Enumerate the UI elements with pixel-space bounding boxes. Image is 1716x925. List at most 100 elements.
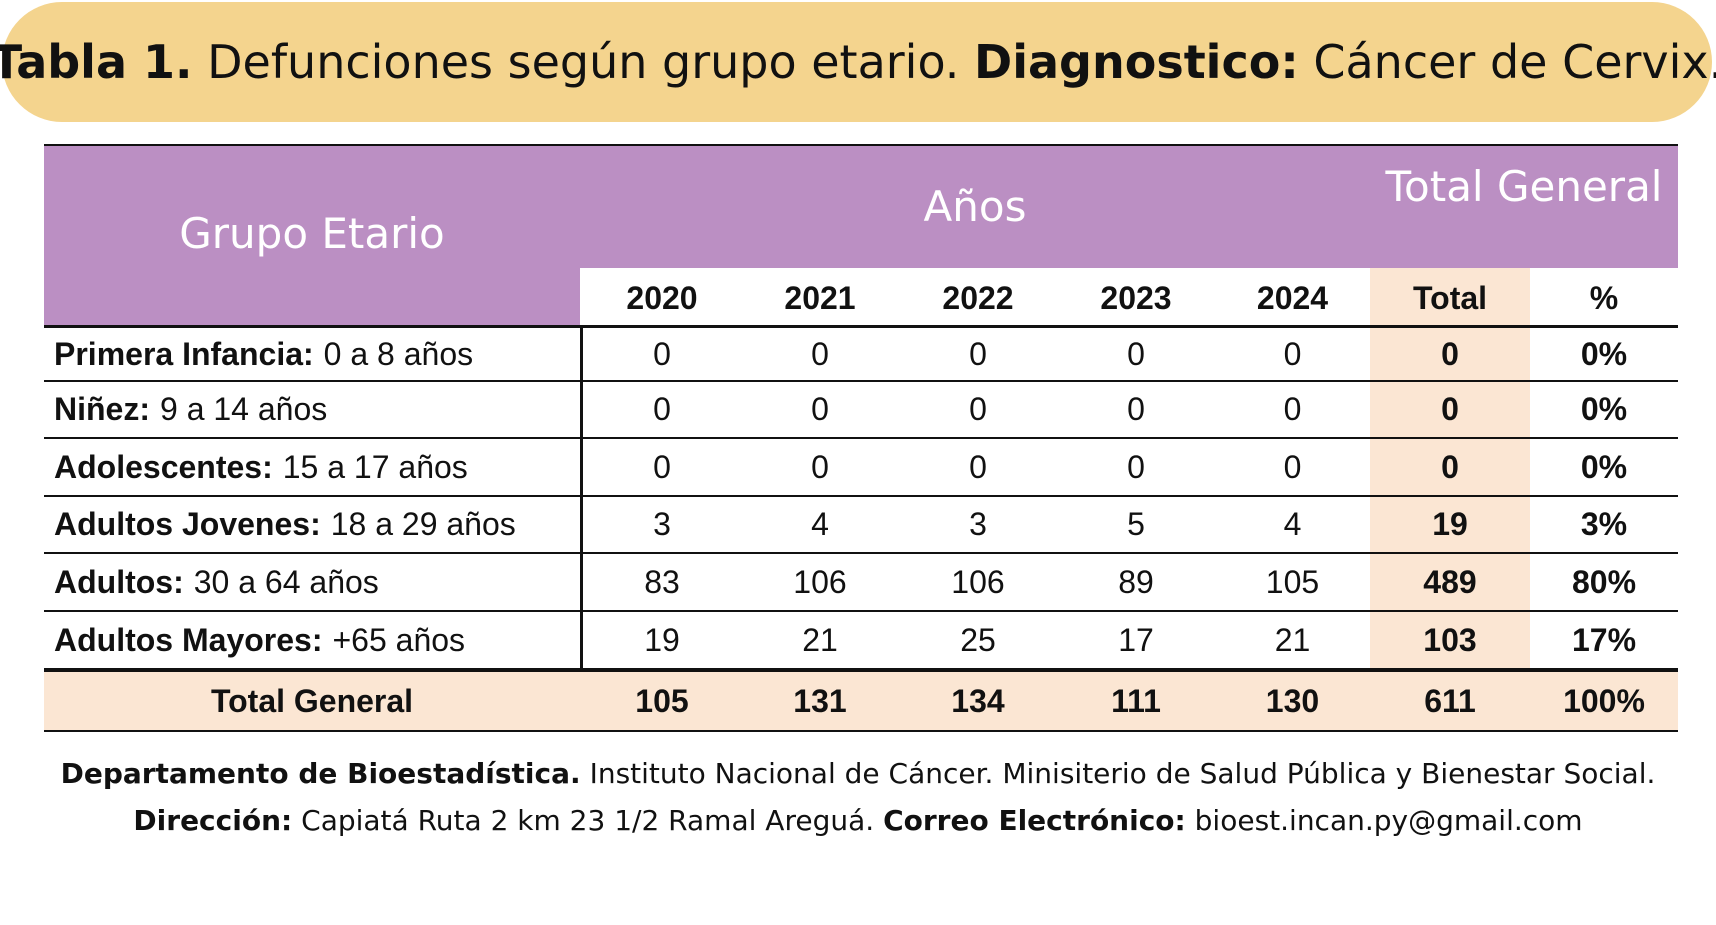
row-divider: [44, 610, 1678, 612]
header-band: [44, 144, 1678, 268]
table-row: Adultos Mayores: +65 años 19 21 25 17 21 103 17%: [44, 612, 1678, 668]
row-divider: [44, 437, 1678, 439]
year-value: 0: [1127, 391, 1145, 427]
row-group-name: Adultos:: [54, 563, 184, 600]
row-percent: 0%: [1580, 391, 1628, 427]
row-age-range: 30 a 64 años: [193, 563, 379, 600]
row-percent: 0%: [1580, 448, 1628, 485]
year-value: 105: [1265, 563, 1320, 600]
group-header-cell: [44, 268, 580, 328]
total-2022: 134: [951, 682, 1005, 719]
year-value: 4: [811, 506, 829, 542]
year-value: 0: [811, 391, 829, 427]
year-value: 0: [1283, 335, 1302, 372]
row-percent: 80%: [1571, 563, 1637, 600]
row-total: 0: [1441, 335, 1459, 372]
year-value: 83: [644, 563, 680, 600]
year-value: 0: [1127, 335, 1145, 372]
year-value: 21: [1274, 621, 1311, 658]
row-age-range: 18 a 29 años: [330, 506, 516, 542]
year-value: 25: [960, 621, 996, 658]
row-divider: [44, 552, 1678, 554]
row-label: Adultos Jovenes: 18 a 29 años: [54, 497, 516, 552]
table-row: Adultos Jovenes: 18 a 29 años 3 4 3 5 4 19 3%: [44, 497, 1678, 552]
year-value: 0: [653, 391, 671, 427]
row-label: Primera Infancia: 0 a 8 años: [54, 328, 473, 380]
year-value: 0: [969, 391, 987, 427]
total-overall: 611: [1424, 682, 1476, 719]
year-header-2022: 2022: [942, 279, 1014, 316]
row-total: 103: [1423, 621, 1477, 658]
year-value: 0: [1283, 448, 1302, 485]
row-label: Adultos Mayores: +65 años: [54, 612, 465, 668]
year-value: 0: [653, 448, 671, 485]
year-value: 0: [1283, 391, 1302, 427]
year-value: 3: [969, 506, 987, 542]
row-divider: [44, 380, 1678, 382]
total-percent: 100%: [1563, 682, 1645, 719]
group-header-label: Grupo Etario: [179, 209, 445, 258]
table-row: Adultos: 30 a 64 años 83 106 106 89 105 489 80%: [44, 554, 1678, 610]
total-general-label: Total General: [210, 682, 414, 719]
row-group-name: Adultos Mayores:: [54, 621, 323, 658]
year-value: 89: [1118, 563, 1154, 600]
year-header-2024: 2024: [1256, 279, 1329, 316]
total-2023: 111: [1111, 682, 1161, 719]
year-value: 106: [951, 563, 1005, 600]
row-label: Adolescentes: 15 a 17 años: [54, 439, 468, 495]
label-column-divider: [580, 328, 583, 670]
row-percent: 3%: [1580, 506, 1628, 542]
row-age-range: +65 años: [332, 621, 466, 658]
total-general-header-label: Total General: [1385, 162, 1663, 211]
total-2024: 130: [1265, 682, 1320, 719]
header-rule: [44, 325, 1678, 328]
row-percent: 17%: [1571, 621, 1637, 658]
year-value: 19: [644, 621, 680, 658]
percent-header: %: [1589, 279, 1619, 316]
title-banner: Tabla 1. Defunciones según grupo etario.…: [0, 2, 1716, 122]
row-age-range: 15 a 17 años: [282, 448, 468, 485]
row-group-name: Niñez:: [54, 391, 150, 427]
row-label: Niñez: 9 a 14 años: [54, 382, 327, 437]
deaths-table: Grupo Etario Años Total General 2020 202…: [44, 144, 1678, 736]
year-value: 0: [653, 335, 671, 372]
footer-line-2: Dirección: Capiatá Ruta 2 km 23 1/2 Rama…: [133, 804, 1583, 837]
row-percent: 0%: [1580, 335, 1628, 372]
table-top-border: [44, 144, 1678, 146]
footer-line-1: Departamento de Bioestadística. Institut…: [60, 757, 1656, 790]
row-age-range: 0 a 8 años: [323, 335, 474, 372]
row-group-name: Primera Infancia:: [54, 335, 314, 372]
year-value: 17: [1118, 621, 1154, 658]
year-value: 0: [811, 335, 829, 372]
total-general-row: Total General 105 131 134 111 130 611 10…: [44, 672, 1678, 730]
year-value: 4: [1283, 506, 1302, 542]
year-value: 0: [811, 448, 829, 485]
year-value: 21: [802, 621, 838, 658]
total-column-highlight: [1370, 268, 1530, 670]
year-value: 3: [653, 506, 671, 542]
title-label: Tabla 1. Defunciones según grupo etario.…: [0, 35, 1716, 89]
year-value: 5: [1127, 506, 1145, 542]
row-total: 19: [1432, 506, 1468, 542]
table-row: Niñez: 9 a 14 años 0 0 0 0 0 0 0%: [44, 382, 1678, 437]
years-header-label: Años: [923, 182, 1027, 231]
row-label: Adultos: 30 a 64 años: [54, 554, 379, 610]
year-value: 0: [1127, 448, 1145, 485]
row-total: 489: [1423, 563, 1477, 600]
year-value: 106: [793, 563, 847, 600]
row-total: 0: [1441, 391, 1459, 427]
row-total: 0: [1441, 448, 1459, 485]
total-rule: [44, 668, 1678, 672]
table-bottom-border: [44, 730, 1678, 732]
year-value: 0: [969, 335, 987, 372]
year-header-2020: 2020: [626, 279, 698, 316]
year-header-2023: 2023: [1100, 279, 1172, 316]
row-group-name: Adolescentes:: [54, 448, 273, 485]
total-2021: 131: [793, 682, 847, 719]
table-row: Adolescentes: 15 a 17 años 0 0 0 0 0 0 0%: [44, 439, 1678, 495]
total-header: Total: [1412, 279, 1488, 316]
year-value: 0: [969, 448, 987, 485]
row-group-name: Adultos Jovenes:: [54, 506, 321, 542]
row-age-range: 9 a 14 años: [160, 391, 328, 427]
table-row: Primera Infancia: 0 a 8 años 0 0 0 0 0 0 0%: [44, 328, 1678, 380]
